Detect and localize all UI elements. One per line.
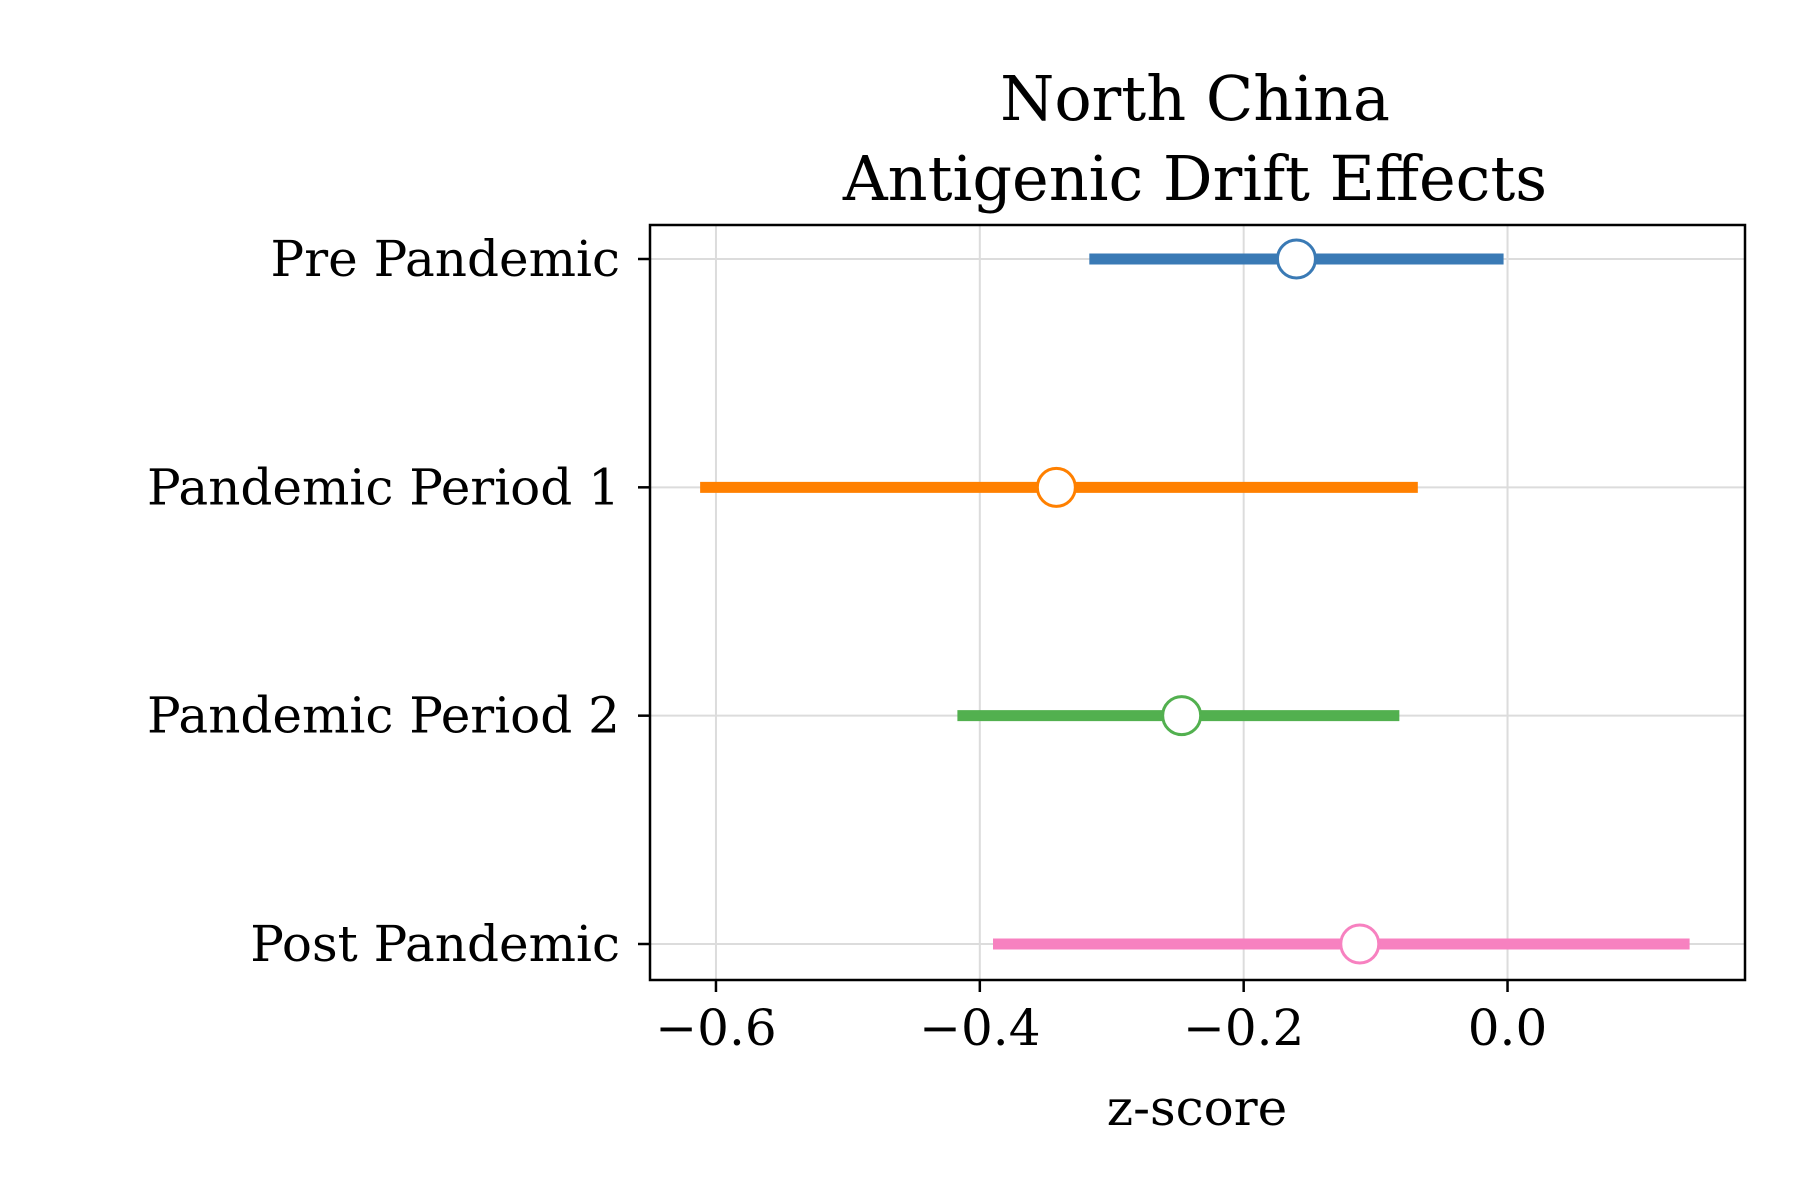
y-tick-label: Post Pandemic xyxy=(250,915,620,973)
plot-frame xyxy=(648,223,1747,982)
chart-title-line-2: Antigenic Drift Effects xyxy=(842,142,1547,215)
point-estimate-marker xyxy=(1161,695,1203,737)
point-estimate-marker xyxy=(1275,238,1317,280)
y-tick-label: Pandemic Period 2 xyxy=(147,687,620,745)
y-tick-label: Pre Pandemic xyxy=(271,230,620,288)
chart-title-line-1: North China xyxy=(1000,62,1390,135)
y-tick-label: Pandemic Period 1 xyxy=(147,458,620,516)
x-tick-label: −0.2 xyxy=(1183,999,1304,1057)
marks-layer xyxy=(700,238,1690,965)
point-estimate-marker xyxy=(1339,923,1381,965)
x-tick-label: −0.4 xyxy=(919,999,1040,1057)
x-tick-label: 0.0 xyxy=(1468,999,1548,1057)
x-axis: −0.6 −0.4 −0.2 0.0 xyxy=(655,980,1547,1057)
grid-layer xyxy=(650,225,1745,980)
point-estimate-marker xyxy=(1035,466,1077,508)
x-tick-label: −0.6 xyxy=(655,999,776,1057)
x-axis-label: z-score xyxy=(1107,1079,1288,1137)
y-axis: Pre Pandemic Pandemic Period 1 Pandemic Pe… xyxy=(147,230,650,973)
